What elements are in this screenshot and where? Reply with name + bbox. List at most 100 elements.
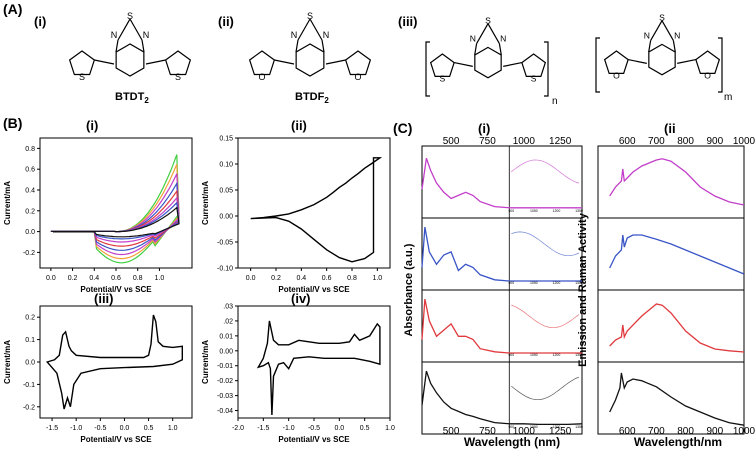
x-tick-label: -1.0 — [283, 425, 295, 432]
y-tick-label: -0.01 — [217, 363, 233, 370]
x-tick-label: 0.0 — [246, 275, 256, 282]
bond — [454, 61, 473, 67]
nitrogen-atom: N — [470, 34, 476, 44]
absorbance-subplot — [421, 289, 583, 363]
y-tick-label: 0.4 — [25, 188, 35, 195]
bottom-x-tick-label: 750 — [479, 426, 496, 437]
top-x-tick-label: 1000 — [513, 136, 536, 147]
panel-a-ii-label: (ii) — [218, 14, 234, 29]
btdt2-structure: SN NS S — [68, 11, 192, 82]
top-x-tick-label: 900 — [706, 136, 723, 147]
y-tick-label: 0.8 — [25, 146, 35, 153]
bottom-x-tick-label: 1000 — [513, 426, 536, 437]
bond — [325, 59, 346, 65]
inset-tick-label: 900 — [508, 209, 514, 213]
inset-tick-label: 1200 — [553, 281, 561, 285]
bond — [129, 18, 143, 41]
y-tick-label: -0.1 — [23, 382, 35, 389]
bond — [115, 39, 119, 53]
bond — [117, 18, 131, 41]
panel-c-label: (C) — [393, 120, 412, 136]
emission-curve — [609, 158, 745, 206]
panel-c-left-ylabel: Absorbance (a.u.) — [403, 243, 415, 336]
polymer-structure: SN NS SSN NO O — [425, 13, 723, 97]
x-tick-label: 0.2 — [271, 275, 281, 282]
x-tick-label: -0.5 — [94, 425, 106, 432]
absorbance-curve — [421, 157, 582, 209]
inset-curve — [511, 159, 580, 184]
inset-curve — [511, 376, 580, 401]
btdt2-name: BTDT2 — [115, 91, 149, 105]
absorbance-curve — [421, 370, 583, 426]
inset-tick-label: 1050 — [530, 425, 538, 429]
x-tick-label: 0.4 — [296, 275, 306, 282]
x-axis-label: Potential/V vs SCE — [278, 435, 350, 444]
x-axis-label: Potential/V vs SCE — [80, 435, 152, 444]
panel-b-i-label: (i) — [86, 118, 98, 133]
absorbance-curve — [421, 226, 582, 282]
bond — [650, 20, 663, 41]
top-x-tick-label: 700 — [648, 136, 665, 147]
chart-B-iv: -2.0 -1.5 -1.0 -0.5 0.0 0.5 1.0 .03 .02 0.01 0.00 -… — [201, 304, 395, 445]
y-axis-label: Current/mA — [201, 181, 210, 225]
y-axis-label: Current/mA — [201, 340, 210, 384]
side-ring-right — [344, 50, 372, 76]
top-x-tick-label: 750 — [479, 136, 496, 147]
emission-curve — [609, 372, 745, 426]
nitrogen-atom: N — [111, 30, 118, 40]
x-tick-label: -1.5 — [46, 425, 58, 432]
bond — [295, 39, 299, 53]
sulfur-atom: S — [659, 13, 665, 23]
panel-b-label: (B) — [3, 115, 22, 131]
y-tick-label: -0.2 — [23, 404, 35, 411]
x-tick-label: 0.0 — [334, 425, 344, 432]
bottom-x-tick-label: 500 — [443, 426, 460, 437]
oxygen-atom: O — [354, 72, 361, 82]
cv-curve — [45, 314, 183, 410]
x-axis-label: Potential/V vs SCE — [278, 285, 350, 294]
sulfur-atom: S — [531, 74, 537, 84]
y-tick-label: 0.6 — [25, 167, 35, 174]
bond — [321, 39, 325, 53]
bond — [309, 18, 323, 41]
inset-tick-label: 1350 — [575, 281, 583, 285]
panel-c: (C) (i) (ii Absorbance (a.u.) Emission a… — [393, 120, 722, 449]
bond — [503, 61, 522, 67]
x-tick-label: -2.0 — [232, 425, 244, 432]
side-ring-left — [68, 50, 96, 76]
panel-c-ii-label: (ii — [664, 121, 676, 136]
bond — [141, 39, 145, 53]
x-tick-label: 1.0 — [168, 425, 178, 432]
top-x-tick-label: 1000 — [733, 136, 756, 147]
inset-tick-label: 1200 — [553, 425, 561, 429]
bond — [297, 18, 311, 41]
panel-c-right-xlabel: Wavelength/nm — [634, 435, 722, 449]
y-tick-label: 0.0 — [25, 360, 35, 367]
benzene-ring — [648, 43, 676, 76]
bracket-left-m — [595, 37, 600, 93]
panel-a-label: (A) — [3, 1, 22, 17]
inset-tick-label: 1200 — [553, 209, 561, 213]
x-tick-label: -1.0 — [70, 425, 82, 432]
sulfur-atom: S — [485, 16, 491, 26]
bottom-x-tick-label: 900 — [706, 426, 723, 437]
y-tick-label: 0.05 — [219, 188, 233, 195]
inset-tick-label: 900 — [508, 281, 514, 285]
panel-a-i-label: (i) — [34, 14, 46, 29]
top-x-tick-label: 800 — [677, 136, 694, 147]
x-tick-label: 0.0 — [120, 425, 130, 432]
polymer-m-label: m — [724, 92, 732, 103]
oxygen-atom: O — [258, 72, 265, 82]
bracket-right-m — [718, 37, 723, 93]
sulfur-atom: S — [440, 74, 446, 84]
x-tick-label: 0.6 — [322, 275, 332, 282]
cv-curve — [256, 320, 381, 416]
bond — [498, 43, 502, 56]
chart-B-ii: 0.0 0.2 0.4 0.6 0.8 1.0 -0.10 -0.05 0.00 0.05 0.10… — [201, 136, 391, 294]
sulfur-atom: S — [307, 11, 313, 21]
side-ring-right — [164, 50, 192, 76]
inset-tick-label: 1350 — [575, 209, 583, 213]
inset-tick-label: 900 — [508, 425, 514, 429]
chart-B-iii: -1.5 -1.0 -0.5 0.0 0.5 1.0 -0.2 -0.1 0.0 0.1 0.2 Po… — [3, 305, 193, 444]
top-x-tick-label: 600 — [619, 136, 636, 147]
